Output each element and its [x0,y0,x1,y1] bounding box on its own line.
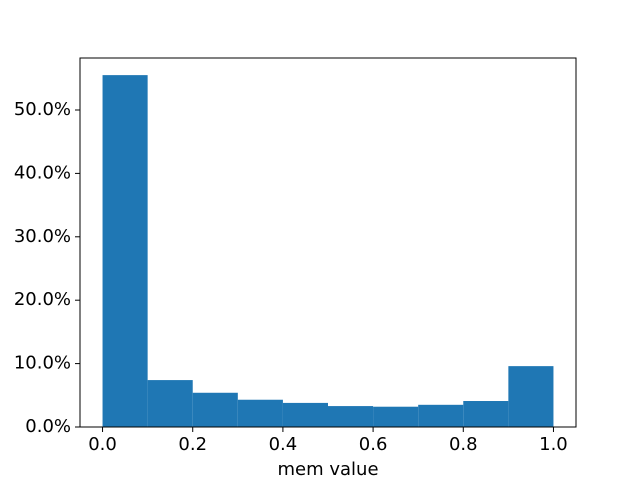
y-tick-label: 30.0% [14,226,71,247]
bar [328,406,374,427]
bar [463,401,509,427]
x-tick-label: 0.6 [359,434,388,455]
plot-frame [79,57,577,428]
y-tick-label: 0.0% [25,416,71,437]
y-tick-label: 40.0% [14,162,71,183]
x-tick-label: 0.2 [178,434,207,455]
bar [102,75,148,427]
y-tick-label: 10.0% [14,353,71,374]
x-tick-label: 0.4 [269,434,298,455]
bar [282,402,328,427]
bar [192,392,238,427]
bar [373,406,419,427]
x-tick-label: 0.8 [449,434,478,455]
x-axis-label: mem value [277,459,378,480]
bar [508,366,554,427]
bar [418,404,464,427]
bar [147,380,193,427]
bar [237,399,283,427]
x-tick-label: 1.0 [539,434,568,455]
y-tick-label: 20.0% [14,289,71,310]
x-tick-label: 0.0 [88,434,117,455]
y-tick-label: 50.0% [14,99,71,120]
